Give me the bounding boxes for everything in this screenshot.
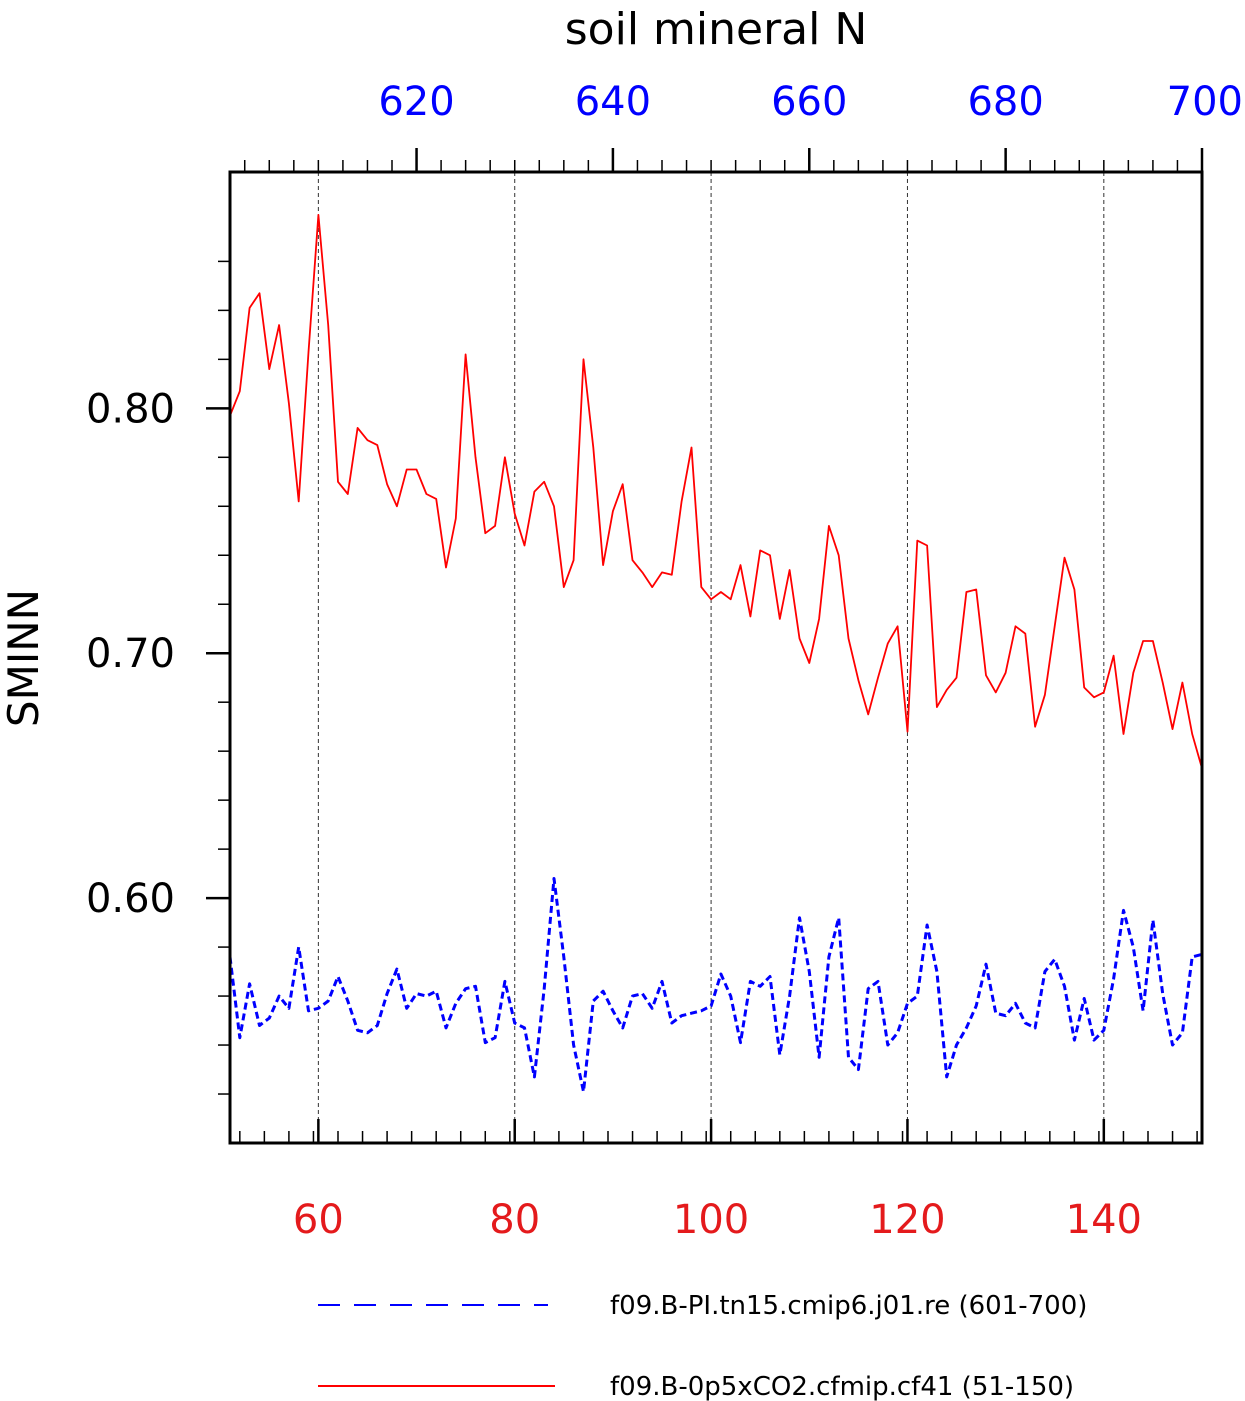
series-line-blue-dashed: [228, 877, 1203, 1094]
bottom-tick-label: 60: [293, 1197, 344, 1243]
plot-frame: [228, 170, 1204, 1145]
series-layer: [228, 213, 1203, 1094]
top-tick-label: 620: [378, 79, 454, 125]
top-tick-label: 660: [771, 79, 847, 125]
bottom-tick-label: 80: [489, 1197, 540, 1243]
y-tick-label: 0.70: [86, 631, 175, 677]
bottom-tick-label: 140: [1066, 1197, 1142, 1243]
y-tick-label: 0.80: [86, 386, 175, 432]
legend-label-blue: f09.B-PI.tn15.cmip6.j01.re (601-700): [610, 1291, 1087, 1321]
series-line-red-solid: [229, 213, 1203, 769]
top-tick-label: 640: [575, 79, 651, 125]
top-axis: 620 640 660 680 700: [243, 79, 1243, 172]
legend: f09.B-PI.tn15.cmip6.j01.re (601-700) f09…: [318, 1291, 1087, 1401]
grid-lines: [317, 172, 1105, 1143]
legend-label-red: f09.B-0p5xCO2.cfmip.cf41 (51-150): [610, 1372, 1074, 1401]
y-tick-label: 0.60: [86, 876, 175, 922]
y-axis-label: SMINN: [0, 589, 48, 727]
bottom-tick-label: 120: [869, 1197, 945, 1243]
left-axis: 0.60 0.70 0.80: [86, 260, 230, 1095]
bottom-axis: 60 80 100 120 140: [239, 1119, 1198, 1243]
bottom-tick-label: 100: [673, 1197, 749, 1243]
top-tick-label: 700: [1167, 79, 1243, 125]
chart-title: soil mineral N: [565, 4, 868, 55]
top-tick-label: 680: [967, 79, 1043, 125]
